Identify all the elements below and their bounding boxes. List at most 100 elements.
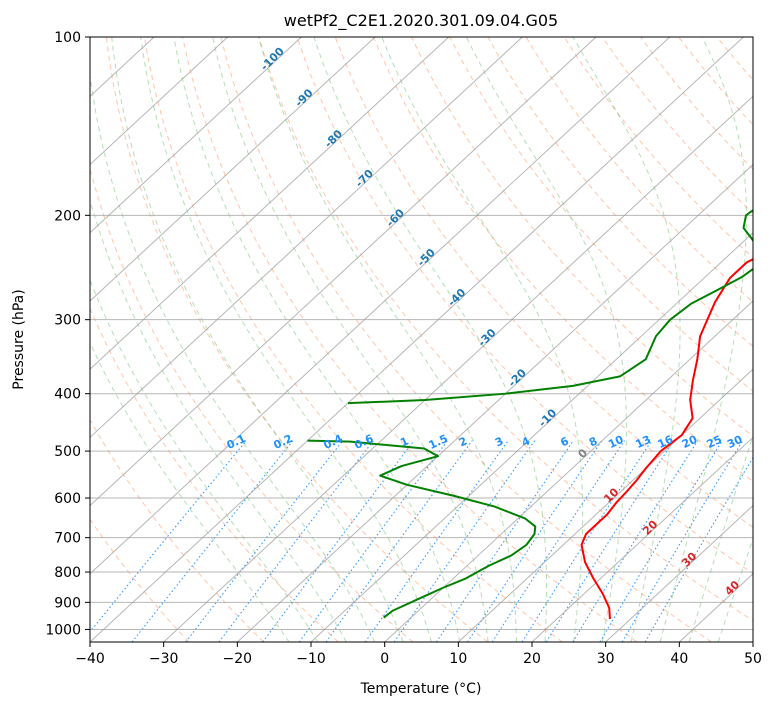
y-tick-label: 300 [54,313,81,329]
dry-adiabat-line [640,37,753,170]
x-tick-label: 40 [670,651,688,667]
mixing-ratio-line [131,440,294,642]
chart-title: wetPf2_C2E1.2020.301.09.04.G05 [284,11,558,31]
isotherm-line [678,573,753,642]
x-tick-label: 20 [523,651,541,667]
mixing-ratio-line [545,440,675,642]
series-layer [307,208,753,620]
x-tick-label: 50 [744,651,762,667]
background-lines [90,37,753,642]
moist-adiabat-line [90,278,319,642]
dry-adiabat-label: -70 [353,167,376,190]
isotherms [0,37,753,642]
mixing-ratio-label: 16 [656,433,676,451]
pressure-gridlines [90,37,753,630]
mixing-ratio-label: 0.1 [225,432,248,452]
y-tick-label: 200 [54,208,81,224]
moist-adiabat-line [212,37,489,642]
isotherm-line [90,37,302,234]
dry-adiabat-line [143,37,563,642]
moist-adiabat-line [381,37,584,642]
mixing-ratio-label: 3 [493,434,505,449]
x-axis: −40 −30 −20 −10 0 10 20 30 40 50 [75,642,762,667]
x-tick-label: 30 [597,651,615,667]
moist-adiabat-line [90,71,376,642]
isotherm-line [90,37,597,507]
moist-adiabat-line [111,37,404,642]
moist-adiabat-line [90,341,290,642]
mixing-ratio-line [393,440,536,642]
isotherm-line [90,37,229,166]
dry-adiabat-line [105,37,488,642]
mixing-ratio-line [90,440,247,633]
isotherm-line [90,37,744,642]
dry-adiabat-label: -60 [384,206,407,229]
dry-adiabat-label: -30 [475,326,498,349]
isotherm-line [605,504,753,642]
mixing-ratio-label: 6 [558,434,571,449]
dry-adiabat-line [334,37,753,528]
moist-adiabat-label: 40 [722,578,742,598]
dry-adiabat-label: -80 [322,127,345,150]
y-axis-label: Pressure (hPa) [11,289,27,389]
moist-adiabat-line [688,433,753,642]
mixing-ratio-label: 20 [680,433,700,451]
mixing-ratio-line [599,440,723,642]
isotherm-line [236,163,753,642]
mixing-ratio-label: 13 [634,433,653,451]
y-tick-label: 1000 [45,622,81,638]
isotherm-line [90,37,376,302]
temperature-profile [580,258,753,620]
dry-adiabat-line [716,37,753,81]
moist-adiabat-line [659,37,747,642]
isotherm-line [90,37,671,575]
dry-adiabat-line [411,37,753,437]
dry-adiabat-line [525,37,753,303]
x-tick-label: −30 [149,651,179,667]
isotherm-line [310,232,753,642]
dry-adiabat-line [182,37,638,642]
y-tick-label: 500 [54,444,81,460]
isotherm-line [531,436,753,642]
moist-adiabat-line [258,37,517,642]
mixing-ratio-line [644,456,753,642]
mixing-ratio-line [218,440,374,642]
x-tick-label: 10 [449,651,467,667]
isotherm-line [384,300,753,642]
moist-adiabat-label: 30 [679,549,699,569]
mixing-ratio-label: 30 [725,433,745,451]
y-tick-label: 100 [54,30,81,46]
x-tick-label: −40 [75,651,105,667]
moist-adiabat-line [313,37,548,642]
y-tick-label: 900 [54,595,81,611]
isotherm-line [163,95,753,642]
isotherm-line [90,37,523,439]
x-tick-label: −20 [223,651,253,667]
mixing-ratio-line [325,440,473,642]
mixing-ratio-line [262,440,415,642]
dry-adiabat-line [678,37,753,126]
dry-adiabat-line [90,518,190,642]
dry-adiabat-label: -90 [292,86,315,109]
y-tick-label: 700 [54,531,81,547]
mixing-ratio-line [521,440,653,642]
mixing-ratio-label: 0.4 [321,432,344,452]
mixing-ratio-label: 10 [606,433,626,451]
dewpoint-profile [307,439,537,619]
mixing-ratio-label: 0.2 [271,432,294,452]
dry-adiabat-line [372,37,753,482]
mixing-ratio-line [491,440,625,642]
mixing-ratio-line [621,440,744,642]
dry-adiabat-line [90,418,264,642]
isotherm-line [0,37,7,642]
isotherm-line [90,37,450,370]
dry-adiabat-line [258,37,753,622]
moist-adiabat-line [140,37,432,642]
mixing-ratio-line [467,440,603,642]
dry-adiabat-label: -20 [506,366,529,389]
isotherm-line [457,368,753,642]
moist-adiabat-line [572,37,681,642]
x-axis-label: Temperature (°C) [360,681,482,697]
mixing-ratio-line [185,440,344,642]
moist-adiabat-line [717,537,753,642]
